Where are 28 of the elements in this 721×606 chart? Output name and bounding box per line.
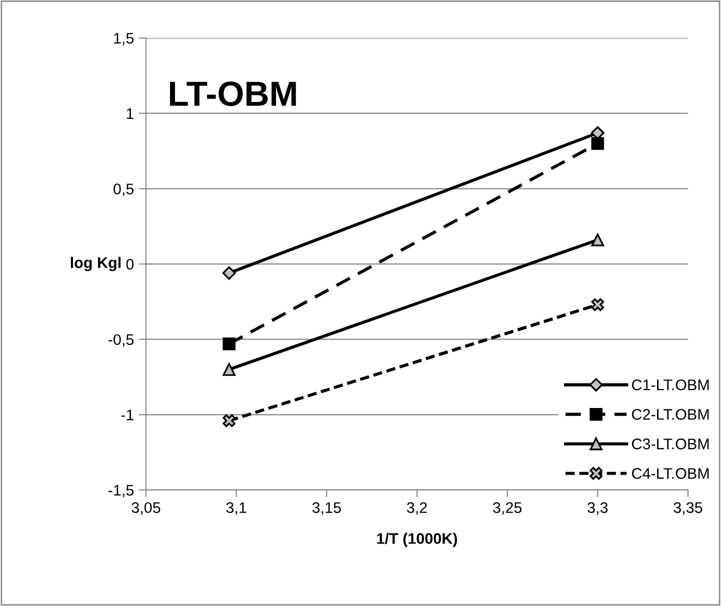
point [222, 337, 236, 350]
y-tick-label: 0,5 [114, 184, 134, 196]
x-tick-label: 3,25 [493, 502, 522, 515]
y-tick-label: 0 [126, 258, 134, 270]
y-tick-label: -1,5 [108, 485, 134, 498]
text: LT-OBM [170, 81, 296, 106]
x-tick-label: 3,1 [226, 502, 246, 515]
y-tick-label: -1 [121, 410, 134, 420]
legend-label: C3-LT.OBM [632, 438, 709, 450]
x-axis-title: 1/T (1000K) [377, 532, 457, 547]
point [222, 363, 236, 376]
point [222, 266, 236, 280]
legend-label: C2-LT.OBM [632, 409, 709, 420]
x-tick-label: 3,2 [406, 502, 427, 515]
x-tick-label: 3,3 [588, 502, 608, 515]
y-tick-label: 1 [126, 108, 134, 119]
point [591, 137, 604, 150]
point [591, 298, 604, 312]
x-tick-label: 3,35 [674, 502, 702, 515]
legend-label: C1-LT.OBM [632, 379, 709, 390]
y-tick-label: -0,5 [108, 334, 134, 347]
point [591, 234, 604, 246]
point [222, 414, 236, 428]
legend-label: C4-LT.OBM [632, 468, 709, 479]
x-tick-label: 3,15 [312, 502, 341, 515]
y-tick-label: 1,5 [114, 33, 134, 46]
y-axis-title: log Kgl [70, 256, 121, 272]
x-tick-label: 3,05 [132, 502, 160, 515]
